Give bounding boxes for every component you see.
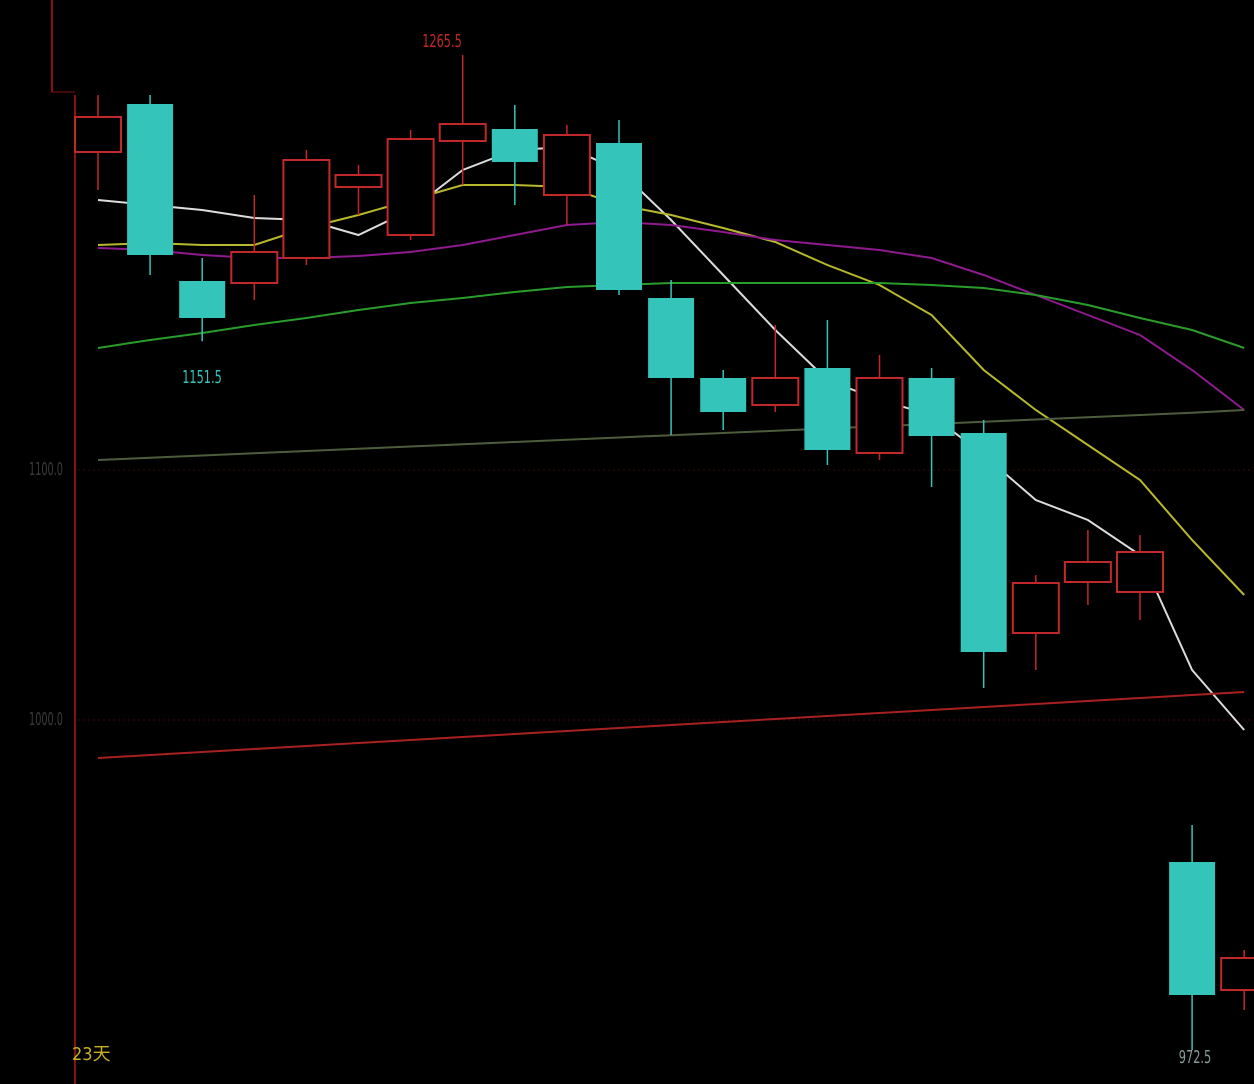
candle-body	[386, 138, 435, 236]
candle-body	[1063, 561, 1112, 583]
candle-body	[700, 378, 747, 412]
candle-body	[334, 174, 383, 188]
annotation: 1151.5	[182, 367, 222, 388]
candle-body	[179, 281, 226, 318]
annotation: 1265.5	[422, 31, 462, 52]
candle-body	[282, 159, 331, 259]
y-tick-label: 1000.0	[29, 709, 63, 730]
moving-average	[97, 691, 1245, 759]
moving-average	[97, 409, 1245, 461]
candle-body	[908, 378, 955, 436]
annotation: 972.5	[1179, 1047, 1211, 1068]
candle-body	[542, 134, 591, 196]
candle-body	[1220, 957, 1254, 991]
moving-average	[97, 145, 1245, 731]
candle-body	[1011, 582, 1060, 634]
y-tick-label: 1100.0	[29, 459, 63, 480]
candle-body	[491, 129, 538, 162]
candle-body	[74, 116, 122, 153]
candle-body	[127, 104, 174, 255]
candle-body	[804, 368, 851, 450]
candle-body	[1116, 551, 1164, 593]
period-label: 23天	[72, 1044, 111, 1065]
candle-body	[751, 377, 800, 406]
candle-body	[438, 123, 487, 142]
candle-body	[230, 251, 279, 284]
candle-body	[596, 143, 642, 290]
candle-body	[1169, 862, 1216, 995]
candle-body	[960, 433, 1007, 652]
candle-body	[648, 298, 695, 378]
candle-body	[855, 377, 904, 454]
